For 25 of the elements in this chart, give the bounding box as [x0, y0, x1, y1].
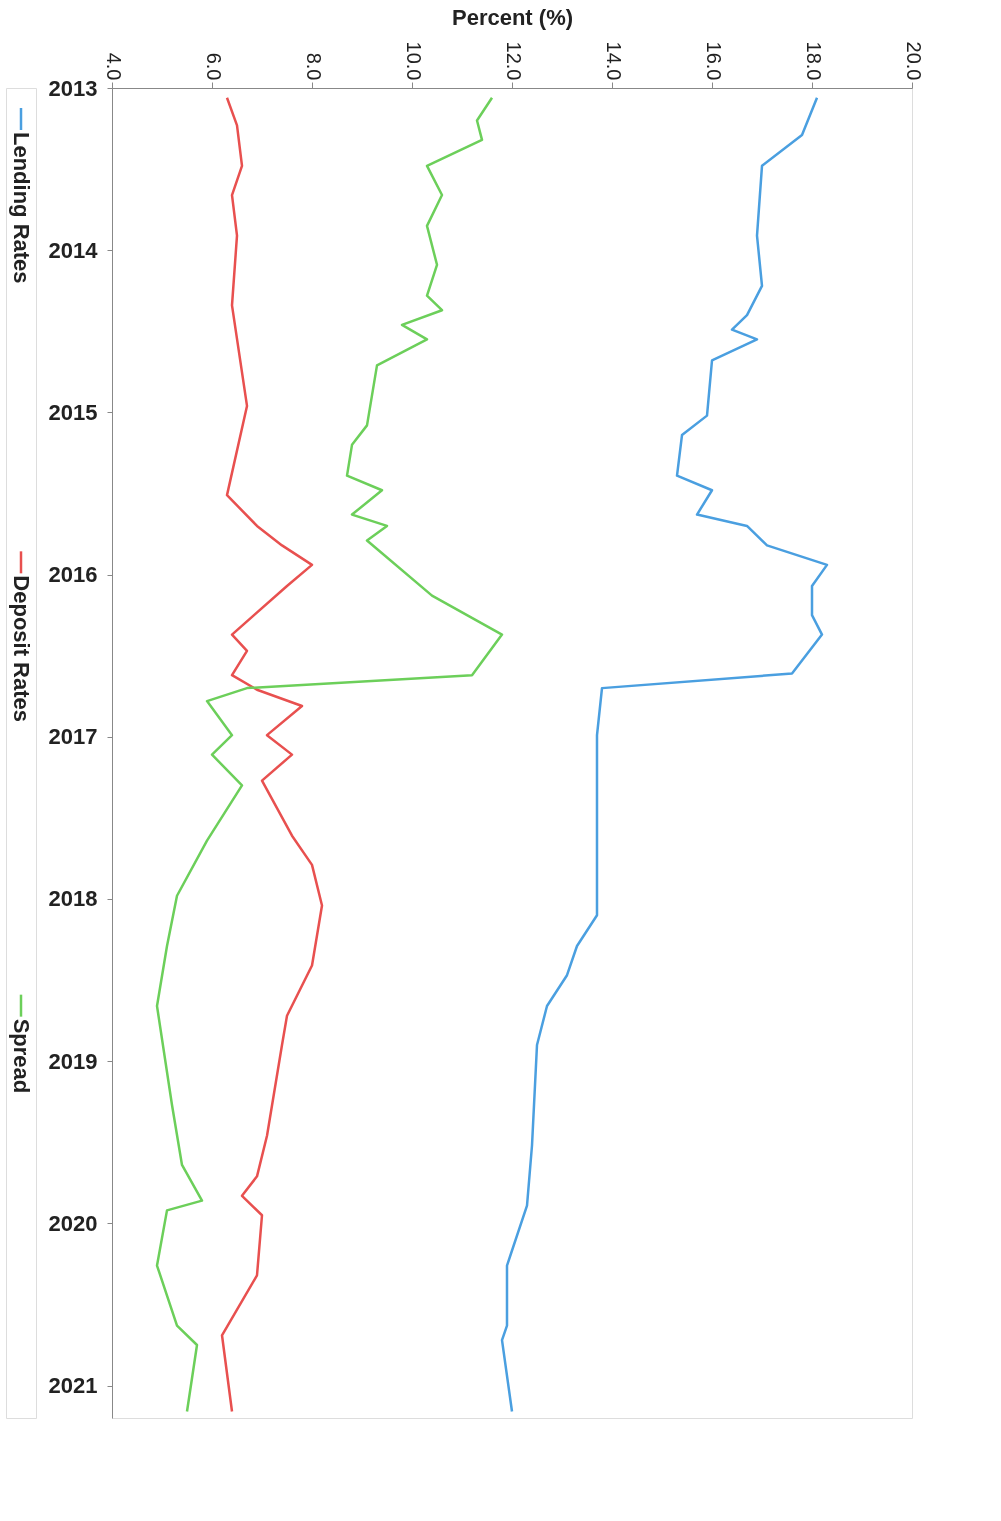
y-tick-label: 2015	[48, 399, 98, 425]
x-tick-label: 6.0	[202, 52, 225, 81]
y-tick-label: 2016	[48, 562, 98, 588]
y-tick-label: 2019	[48, 1048, 98, 1074]
line-series	[220, 96, 324, 1413]
x-tick-label: 20.0	[902, 41, 925, 81]
legend-label: Deposit Rates	[9, 575, 34, 723]
x-tick-label: 4.0	[102, 52, 125, 81]
x-tick-label: 12.0	[502, 41, 525, 81]
line-series	[500, 96, 829, 1413]
legend-label: Spread	[9, 1018, 34, 1094]
line-series	[155, 96, 504, 1413]
y-tick-label: 2013	[48, 75, 98, 101]
y-tick-label: 2014	[48, 237, 99, 263]
x-tick-label: 14.0	[602, 41, 625, 81]
x-tick-label: 10.0	[402, 41, 425, 81]
x-tick-label: 18.0	[802, 41, 825, 81]
y-tick-label: 2017	[48, 724, 98, 750]
x-tick-label: 16.0	[702, 41, 725, 81]
y-tick-label: 2020	[48, 1210, 98, 1236]
y-tick-label: 2021	[48, 1373, 98, 1399]
x-tick-label: 8.0	[302, 52, 325, 81]
x-axis-title: Percent (%)	[451, 4, 574, 30]
legend-label: Lending Rates	[9, 132, 34, 284]
y-tick-label: 2018	[48, 886, 98, 912]
